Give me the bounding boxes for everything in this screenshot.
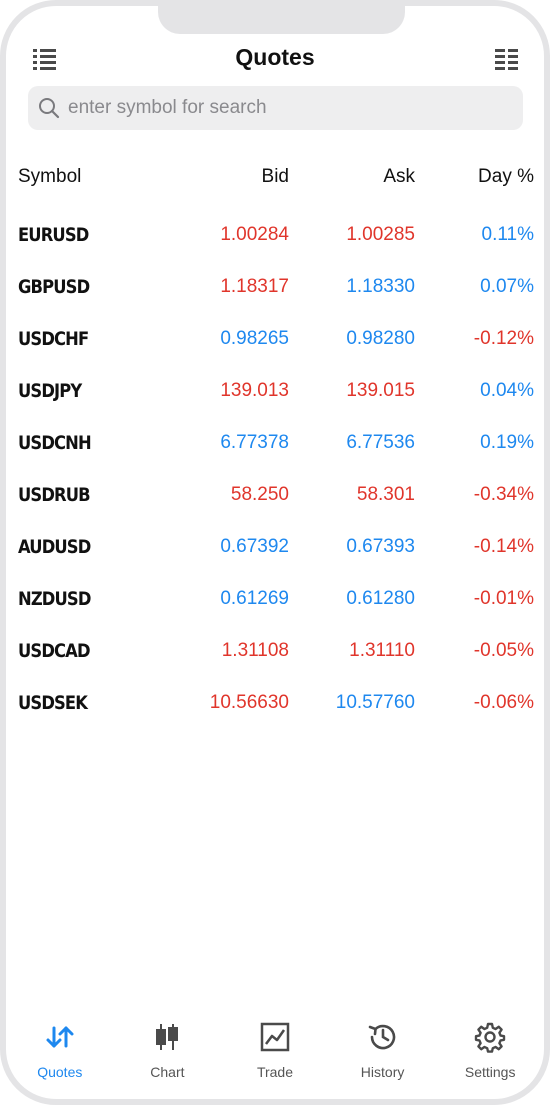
tab-chart[interactable]: Chart	[114, 1014, 222, 1094]
tab-quotes[interactable]: Quotes	[6, 1014, 114, 1094]
quote-symbol: USDSEK	[18, 692, 88, 714]
quote-symbol: GBPUSD	[18, 276, 90, 298]
quote-ask: 1.31110	[349, 640, 415, 661]
quote-row[interactable]: USDCNH 6.77378 6.77536 0.19%	[6, 420, 544, 472]
quote-ask: 139.015	[346, 380, 415, 401]
quote-day-change: 0.11%	[481, 224, 534, 245]
tab-label-history: History	[360, 1064, 405, 1080]
tab-trade[interactable]: Trade	[221, 1014, 329, 1094]
column-header-ask[interactable]: Ask	[383, 166, 415, 187]
quote-bid: 0.61269	[220, 588, 289, 609]
quote-symbol: USDCAD	[18, 640, 91, 662]
quote-symbol: AUDUSD	[18, 536, 91, 558]
quote-row[interactable]: NZDUSD 0.61269 0.61280 -0.01%	[6, 576, 544, 628]
quote-row[interactable]: GBPUSD 1.18317 1.18330 0.07%	[6, 264, 544, 316]
quotes-table-header: Symbol Bid Ask Day %	[6, 166, 544, 200]
quote-day-change: -0.06%	[473, 692, 534, 713]
column-header-bid[interactable]: Bid	[261, 166, 289, 187]
quote-day-change: 0.04%	[480, 380, 534, 401]
search-bar[interactable]	[28, 86, 523, 130]
search-input[interactable]	[68, 97, 488, 119]
device-notch	[158, 6, 405, 34]
column-header-day-percent[interactable]: Day %	[478, 166, 534, 187]
quote-ask: 0.61280	[346, 588, 415, 609]
quote-day-change: -0.14%	[473, 536, 534, 557]
tab-label-settings: Settings	[464, 1064, 516, 1080]
quote-ask: 1.00285	[346, 224, 415, 245]
quote-bid: 1.00284	[220, 224, 289, 245]
column-header-symbol[interactable]: Symbol	[18, 166, 82, 187]
tab-history[interactable]: History	[329, 1014, 437, 1094]
quote-row[interactable]: USDCHF 0.98265 0.98280 -0.12%	[6, 316, 544, 368]
quote-bid: 139.013	[220, 380, 289, 401]
quote-ask: 6.77536	[346, 432, 415, 453]
quote-bid: 10.56630	[209, 692, 289, 713]
quote-symbol: USDJPY	[18, 380, 82, 402]
quote-symbol: USDRUB	[18, 484, 91, 506]
top-bar: Quotes	[6, 36, 544, 80]
quote-day-change: -0.05%	[473, 640, 534, 661]
arrows-up-down-icon	[46, 1026, 74, 1048]
trade-chart-icon	[260, 1022, 290, 1052]
quote-row[interactable]: AUDUSD 0.67392 0.67393 -0.14%	[6, 524, 544, 576]
quote-ask: 10.57760	[335, 692, 415, 713]
history-clock-icon	[368, 1024, 395, 1050]
quote-day-change: -0.34%	[473, 484, 534, 505]
quote-bid: 1.31108	[221, 640, 289, 661]
quote-row[interactable]: USDJPY 139.013 139.015 0.04%	[6, 368, 544, 420]
quotes-list: EURUSD 1.00284 1.00285 0.11% GBPUSD 1.18317 1.…	[6, 212, 544, 732]
quote-symbol: USDCHF	[18, 328, 89, 350]
list-icon[interactable]	[32, 46, 58, 72]
gear-icon	[474, 1022, 506, 1053]
candlestick-icon	[156, 1024, 179, 1050]
quote-row[interactable]: EURUSD 1.00284 1.00285 0.11%	[6, 212, 544, 264]
quote-ask: 0.67393	[346, 536, 415, 557]
bottom-tab-bar: Quotes Chart Trade	[6, 1014, 544, 1094]
quote-symbol: NZDUSD	[18, 588, 91, 610]
tab-label-chart: Chart	[150, 1064, 185, 1080]
tab-settings[interactable]: Settings	[436, 1014, 544, 1094]
quote-bid: 58.250	[230, 484, 289, 505]
quote-ask: 58.301	[356, 484, 415, 505]
grid-list-icon[interactable]	[494, 46, 520, 72]
quote-bid: 1.18317	[220, 276, 289, 297]
tab-label-quotes: Quotes	[37, 1064, 83, 1080]
quote-symbol: EURUSD	[18, 224, 89, 246]
tab-label-trade: Trade	[256, 1064, 294, 1080]
quote-bid: 6.77378	[220, 432, 289, 453]
quote-bid: 0.67392	[220, 536, 289, 557]
quote-row[interactable]: USDCAD 1.31108 1.31110 -0.05%	[6, 628, 544, 680]
quote-ask: 1.18330	[346, 276, 415, 297]
quote-day-change: 0.07%	[480, 276, 534, 297]
search-icon	[39, 98, 60, 119]
quote-day-change: -0.12%	[473, 328, 534, 349]
page-title: Quotes	[235, 44, 315, 70]
quote-row[interactable]: USDSEK 10.56630 10.57760 -0.06%	[6, 680, 544, 732]
quote-ask: 0.98280	[346, 328, 415, 349]
quote-day-change: 0.19%	[480, 432, 534, 453]
quote-row[interactable]: USDRUB 58.250 58.301 -0.34%	[6, 472, 544, 524]
quote-day-change: -0.01%	[473, 588, 534, 609]
quote-symbol: USDCNH	[18, 432, 92, 454]
quote-bid: 0.98265	[220, 328, 289, 349]
